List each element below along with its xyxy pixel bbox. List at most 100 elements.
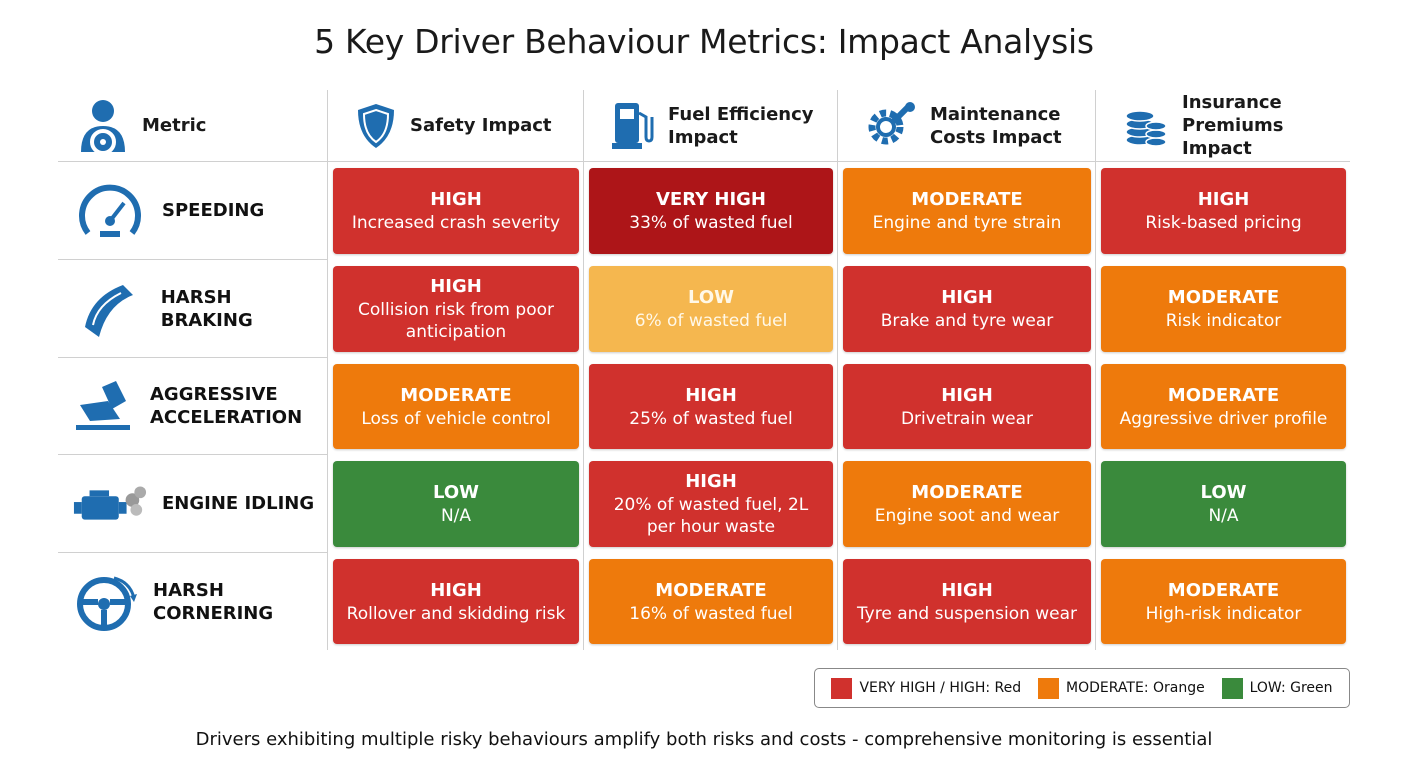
impact-badge: HIGH Risk-based pricing [1101,168,1346,254]
impact-level: MODERATE [1167,384,1280,406]
impact-cell: HIGH Risk-based pricing [1095,162,1350,260]
impact-cell: MODERATE Loss of vehicle control [327,358,583,455]
impact-description: Aggressive driver profile [1119,408,1328,429]
impact-badge: LOW N/A [333,461,579,547]
impact-cell: VERY HIGH 33% of wasted fuel [583,162,837,260]
impact-description: 6% of wasted fuel [634,311,788,331]
legend-item: VERY HIGH / HIGH: Red [831,677,1022,699]
column-header: Safety Impact [327,90,583,162]
brake-pad-icon [72,277,147,341]
legend-swatch [1221,677,1243,699]
impact-cell: MODERATE 16% of wasted fuel [583,553,837,650]
impact-cell: LOW 6% of wasted fuel [583,260,837,358]
legend-item: MODERATE: Orange [1038,677,1205,699]
impact-level: HIGH [430,579,482,601]
impact-cell: HIGH 20% of wasted fuel, 2L per hour wast… [583,455,837,553]
impact-description: 20% of wasted fuel, 2L per hour waste [613,495,809,537]
impact-level: VERY HIGH [655,189,766,210]
column-header: Metric [58,90,327,162]
metric-cell: SPEEDING [58,162,327,260]
column-header: Fuel Efficiency Impact [583,90,837,162]
impact-badge: LOW N/A [1101,461,1346,547]
metric-label: HARSH CORNERING [153,579,274,624]
legend: VERY HIGH / HIGH: Red MODERATE: Orange LOW… [814,668,1350,708]
metric-label: ENGINE IDLING [162,493,315,514]
impact-badge: HIGH Collision risk from poor anticipatio… [333,266,579,352]
impact-description: N/A [1208,506,1239,526]
impact-description: 16% of wasted fuel [629,603,793,624]
impact-badge: MODERATE Engine soot and wear [843,461,1091,547]
impact-cell: HIGH Collision risk from poor anticipatio… [327,260,583,358]
impact-description: 25% of wasted fuel [629,408,793,429]
impact-level: HIGH [941,384,993,406]
impact-level: LOW [688,287,734,308]
metric-label: HARSH BRAKING [160,286,253,331]
legend-swatch [1038,677,1060,699]
impact-cell: LOW N/A [327,455,583,553]
impact-description: Collision risk from poor anticipation [358,300,554,342]
impact-cell: HIGH Increased crash severity [327,162,583,260]
impact-cell: HIGH Brake and tyre wear [837,260,1095,358]
column-header-label: Metric [142,115,207,136]
column-header-label: Safety Impact [410,115,552,136]
impact-description: Risk indicator [1165,311,1282,331]
impact-table: Metric Safety Impact Fuel Efficiency Impac… [58,90,1350,650]
impact-badge: HIGH 25% of wasted fuel [589,364,833,449]
impact-badge: MODERATE High-risk indicator [1101,559,1346,644]
impact-level: MODERATE [400,384,512,406]
impact-cell: MODERATE Risk indicator [1095,260,1350,358]
shield-icon [356,102,396,150]
driver-icon [78,98,128,154]
impact-badge: MODERATE Engine and tyre strain [843,168,1091,254]
impact-level: MODERATE [911,482,1023,503]
gear-wrench-icon [866,101,916,151]
impact-badge: HIGH Tyre and suspension wear [843,559,1091,644]
impact-badge: HIGH 20% of wasted fuel, 2L per hour wast… [589,461,833,547]
impact-cell: MODERATE Aggressive driver profile [1095,358,1350,455]
impact-level: LOW [1200,482,1247,503]
impact-badge: LOW 6% of wasted fuel [589,266,833,352]
impact-cell: HIGH Rollover and skidding risk [327,553,583,650]
fuel-pump-icon [612,101,654,151]
impact-cell: MODERATE Engine soot and wear [837,455,1095,553]
impact-level: HIGH [941,287,993,308]
impact-level: HIGH [685,384,737,406]
impact-description: Increased crash severity [351,213,561,233]
metric-cell: ENGINE IDLING [58,455,327,553]
column-header: Maintenance Costs Impact [837,90,1095,162]
impact-description: Engine and tyre strain [872,213,1062,233]
impact-badge: HIGH Increased crash severity [333,168,579,254]
impact-cell: MODERATE Engine and tyre strain [837,162,1095,260]
speedometer-icon [72,183,148,239]
page-title: 5 Key Driver Behaviour Metrics: Impact A… [314,22,1094,61]
impact-badge: MODERATE Loss of vehicle control [333,364,579,449]
impact-description: Risk-based pricing [1145,213,1302,233]
metric-cell: AGGRESSIVE ACCELERATION [58,358,327,455]
impact-badge: HIGH Brake and tyre wear [843,266,1091,352]
impact-badge: HIGH Drivetrain wear [843,364,1091,449]
impact-level: MODERATE [1167,287,1280,308]
impact-description: High-risk indicator [1145,603,1302,624]
impact-level: HIGH [685,471,737,492]
impact-cell: MODERATE High-risk indicator [1095,553,1350,650]
impact-description: 33% of wasted fuel [629,213,793,233]
impact-level: MODERATE [1167,579,1280,601]
metric-label: AGGRESSIVE ACCELERATION [150,384,303,428]
metric-cell: HARSH BRAKING [58,260,327,358]
metric-cell: HARSH CORNERING [58,553,327,650]
impact-badge: MODERATE 16% of wasted fuel [589,559,833,644]
impact-level: HIGH [941,579,993,601]
impact-level: HIGH [430,276,482,297]
impact-description: Loss of vehicle control [361,408,551,429]
impact-cell: HIGH Drivetrain wear [837,358,1095,455]
legend-swatch [831,677,853,699]
column-header-label: Insurance Premiums Impact [1182,92,1284,159]
legend-label: LOW: Green [1249,680,1333,696]
impact-level: MODERATE [655,579,767,601]
legend-label: MODERATE: Orange [1066,680,1205,696]
impact-cell: HIGH 25% of wasted fuel [583,358,837,455]
legend-item: LOW: Green [1221,677,1333,699]
impact-description: N/A [440,506,472,526]
legend-label: VERY HIGH / HIGH: Red [859,680,1022,696]
